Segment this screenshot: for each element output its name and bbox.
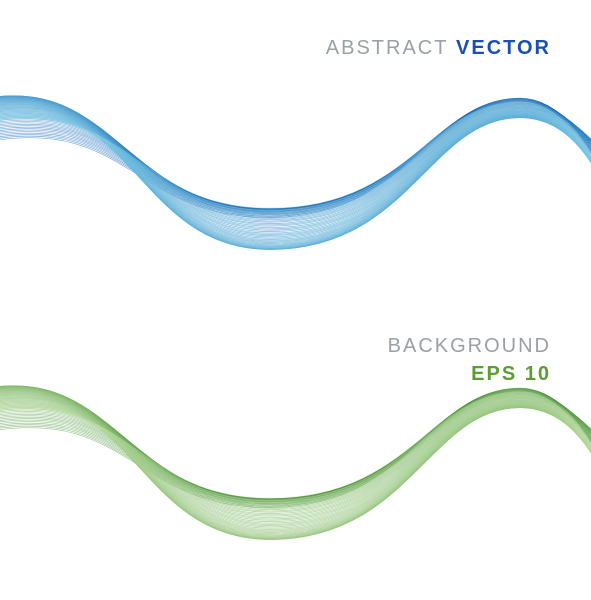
canvas: ABSTRACT VECTOR BACKGROUND EPS 10	[0, 0, 591, 600]
title-bottom: BACKGROUND EPS 10	[388, 332, 551, 388]
title-top-word1: ABSTRACT	[326, 37, 449, 59]
title-top: ABSTRACT VECTOR	[326, 34, 551, 62]
title-top-word2: VECTOR	[456, 37, 551, 59]
title-bottom-word1: BACKGROUND	[388, 335, 551, 357]
title-bottom-word2: EPS 10	[471, 363, 551, 385]
wave-top	[0, 20, 591, 320]
